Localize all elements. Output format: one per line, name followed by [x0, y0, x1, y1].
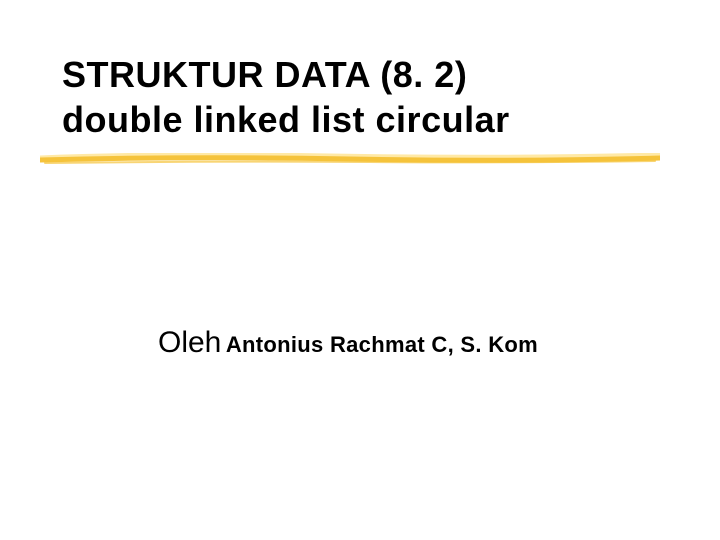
title-line-2: double linked list circular — [62, 97, 642, 142]
title-block: STRUKTUR DATA (8. 2) double linked list … — [62, 52, 642, 142]
title-underline — [40, 153, 660, 167]
title-line-1: STRUKTUR DATA (8. 2) — [62, 52, 642, 97]
byline: Oleh Antonius Rachmat C, S. Kom — [158, 326, 538, 360]
byline-author: Antonius Rachmat C, S. Kom — [226, 332, 538, 357]
byline-prefix: Oleh — [158, 326, 221, 359]
slide: STRUKTUR DATA (8. 2) double linked list … — [0, 0, 720, 540]
